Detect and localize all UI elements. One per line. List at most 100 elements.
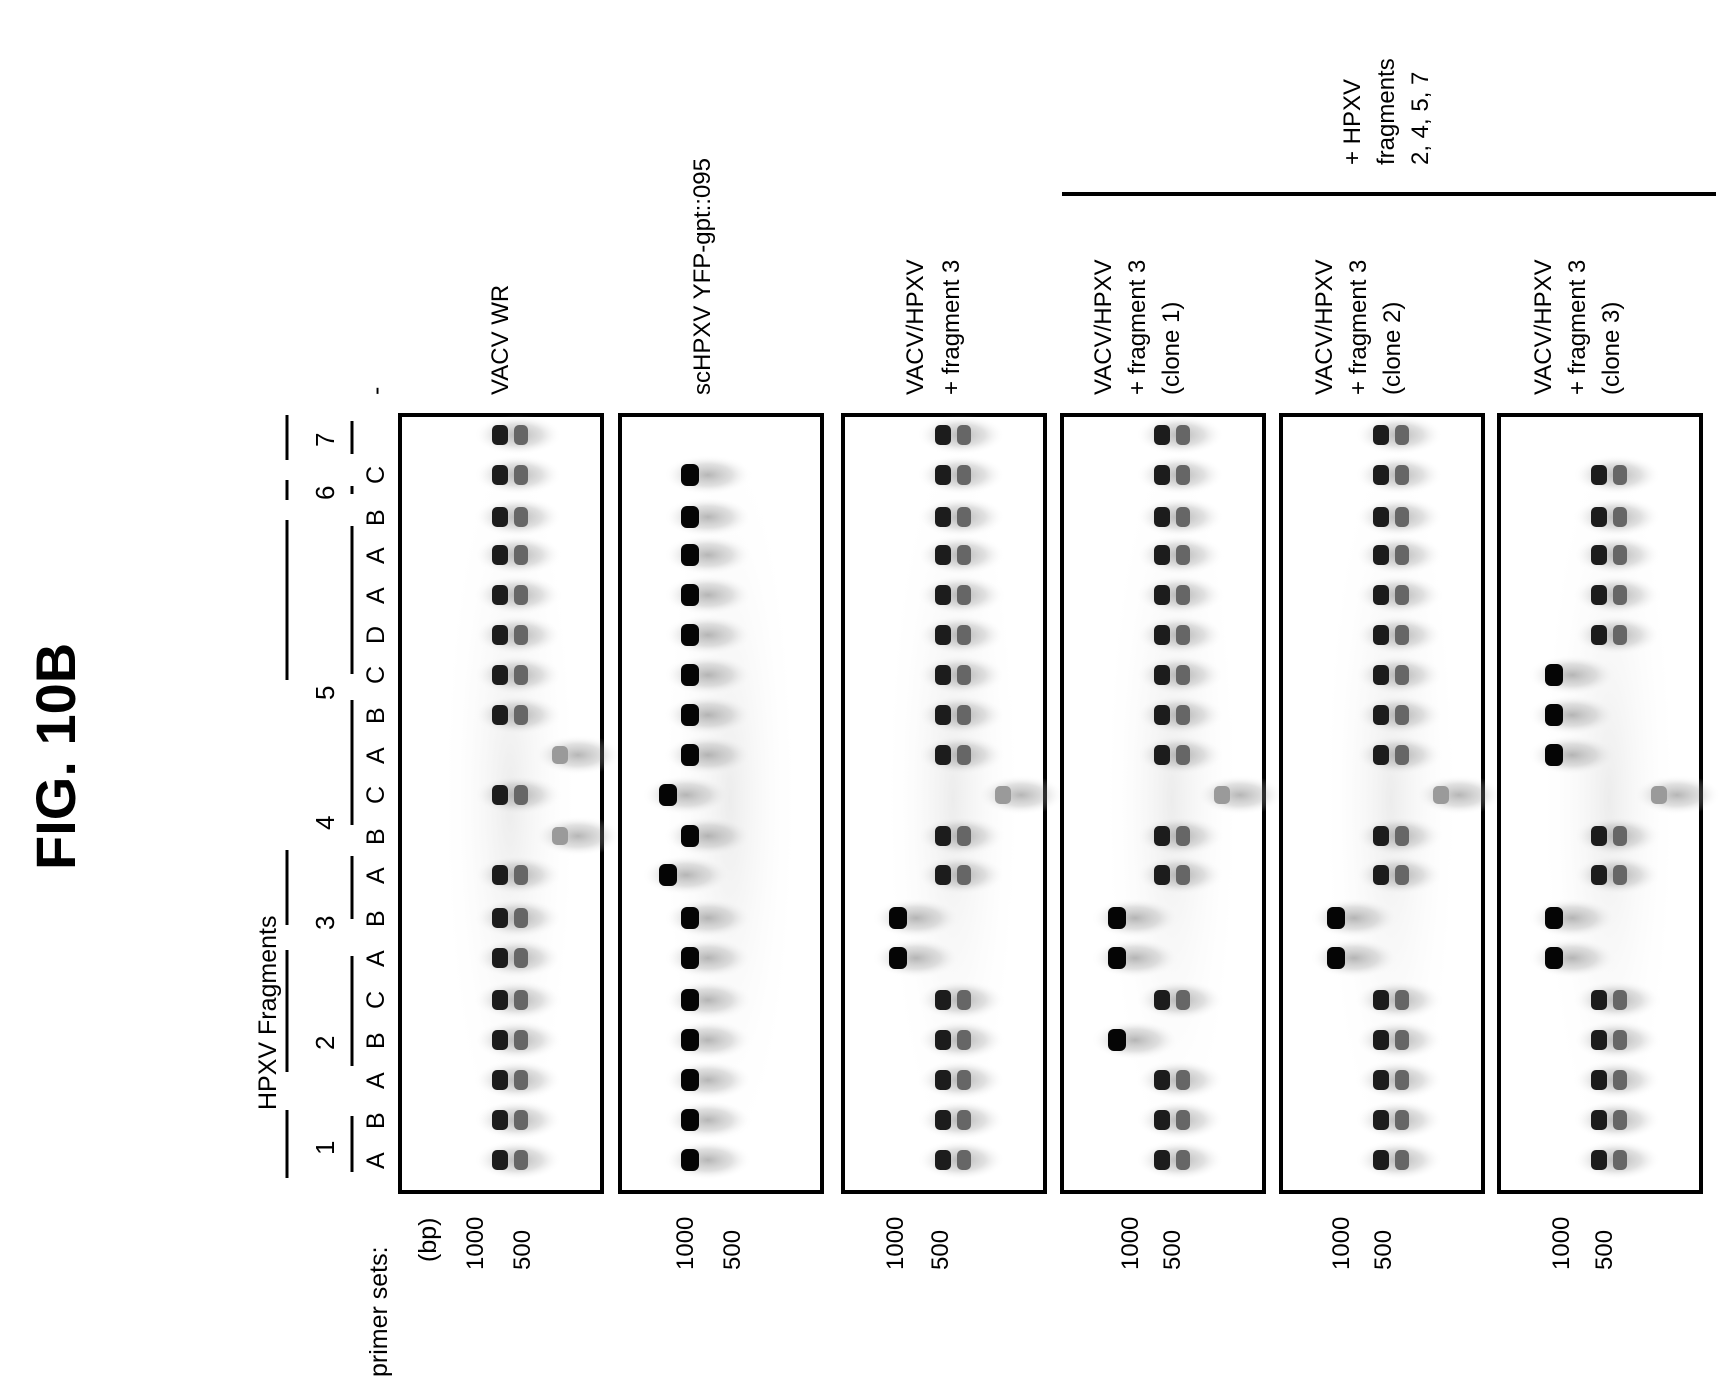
band bbox=[681, 744, 699, 766]
band bbox=[935, 1070, 951, 1090]
band bbox=[1108, 947, 1126, 969]
band bbox=[1613, 1030, 1627, 1050]
band bbox=[1395, 1070, 1409, 1090]
band bbox=[1395, 1030, 1409, 1050]
band-smear bbox=[1310, 898, 1398, 938]
band bbox=[681, 907, 699, 929]
band bbox=[1373, 425, 1389, 445]
band-smear bbox=[664, 575, 752, 615]
condition-label: VACV WR bbox=[487, 285, 514, 395]
band bbox=[1613, 545, 1627, 565]
condition-label: VACV/HPXV bbox=[1530, 259, 1557, 395]
fragment-number: 5 bbox=[310, 686, 340, 700]
band bbox=[957, 545, 971, 565]
band bbox=[681, 464, 699, 486]
band bbox=[1176, 1150, 1190, 1170]
band-smear bbox=[977, 775, 1065, 815]
gel-panel: 1000 500 VACV/HPXV + fragment 3 (clone 2) bbox=[1279, 259, 1503, 1270]
band-smear bbox=[534, 816, 622, 856]
marker-label: 1000 bbox=[1548, 1217, 1575, 1270]
band-smear bbox=[1528, 735, 1616, 775]
band bbox=[1395, 1150, 1409, 1170]
band-smear bbox=[872, 898, 960, 938]
band-smear bbox=[1528, 655, 1616, 695]
primer-set-letter: C bbox=[362, 786, 390, 804]
band bbox=[681, 1029, 699, 1051]
band bbox=[1433, 786, 1449, 804]
band bbox=[1591, 465, 1607, 485]
band bbox=[1176, 625, 1190, 645]
band bbox=[1545, 907, 1563, 929]
band-smear bbox=[1528, 898, 1616, 938]
band bbox=[681, 1109, 699, 1131]
band bbox=[1176, 826, 1190, 846]
primer-set-letter: A bbox=[362, 950, 390, 967]
band bbox=[681, 506, 699, 528]
band bbox=[492, 585, 508, 605]
condition-label: (clone 3) bbox=[1598, 302, 1625, 395]
band bbox=[1591, 545, 1607, 565]
band bbox=[1591, 1150, 1607, 1170]
primer-set-letter: C bbox=[362, 991, 390, 1009]
band bbox=[492, 507, 508, 527]
band bbox=[1154, 1070, 1170, 1090]
band bbox=[1613, 1110, 1627, 1130]
band bbox=[1613, 507, 1627, 527]
band-smear bbox=[1415, 775, 1503, 815]
band bbox=[1327, 947, 1345, 969]
marker-label: 1000 bbox=[882, 1217, 909, 1270]
primer-set-letter: A bbox=[362, 747, 390, 764]
fragment-group-bars bbox=[285, 415, 354, 1178]
band bbox=[1176, 585, 1190, 605]
band bbox=[995, 786, 1011, 804]
band bbox=[935, 625, 951, 645]
band-smear bbox=[664, 455, 752, 495]
band bbox=[1395, 465, 1409, 485]
marker-label: 500 bbox=[719, 1230, 746, 1270]
band-smear bbox=[1091, 938, 1179, 978]
band bbox=[1176, 865, 1190, 885]
band bbox=[492, 785, 508, 805]
band bbox=[1176, 665, 1190, 685]
gel-panel: 1000 500 VACV/HPXV + fragment 3 (clone 1) bbox=[1060, 259, 1284, 1270]
band bbox=[1176, 745, 1190, 765]
band bbox=[1154, 425, 1170, 445]
band bbox=[957, 585, 971, 605]
band bbox=[935, 665, 951, 685]
band-smear bbox=[664, 1020, 752, 1060]
gel-panel: 1000 500 scHPXV YFP-gpt::095 bbox=[618, 158, 824, 1270]
band bbox=[1176, 425, 1190, 445]
band bbox=[1373, 1150, 1389, 1170]
band bbox=[935, 1030, 951, 1050]
band bbox=[957, 507, 971, 527]
band bbox=[935, 826, 951, 846]
band bbox=[492, 865, 508, 885]
band bbox=[1591, 1110, 1607, 1130]
band-smear bbox=[664, 735, 752, 775]
band bbox=[514, 545, 528, 565]
gel-panel: 1000 500 VACV/HPXV + fragment 3 bbox=[841, 259, 1065, 1270]
marker-label: 500 bbox=[927, 1230, 954, 1270]
band bbox=[1154, 705, 1170, 725]
band bbox=[1373, 745, 1389, 765]
fragment-number: 6 bbox=[310, 486, 340, 500]
condition-label: VACV/HPXV bbox=[1090, 259, 1117, 395]
fragment-number: 2 bbox=[310, 1036, 340, 1050]
marker-label: 1000 bbox=[1328, 1217, 1355, 1270]
fragments-header: HPXV Fragments bbox=[254, 915, 282, 1110]
marker-label: 500 bbox=[1159, 1230, 1186, 1270]
band bbox=[935, 745, 951, 765]
band bbox=[1651, 786, 1667, 804]
band bbox=[957, 665, 971, 685]
condition-label: + fragment 3 bbox=[938, 260, 965, 395]
primer-set-letter: B bbox=[362, 828, 390, 845]
band bbox=[935, 1110, 951, 1130]
band-smear bbox=[1310, 938, 1398, 978]
band bbox=[659, 784, 677, 806]
band bbox=[957, 1110, 971, 1130]
primer-set-letter: D bbox=[362, 626, 390, 644]
condition-label: VACV/HPXV bbox=[1311, 259, 1338, 395]
band bbox=[492, 545, 508, 565]
band bbox=[957, 865, 971, 885]
band bbox=[1591, 990, 1607, 1010]
